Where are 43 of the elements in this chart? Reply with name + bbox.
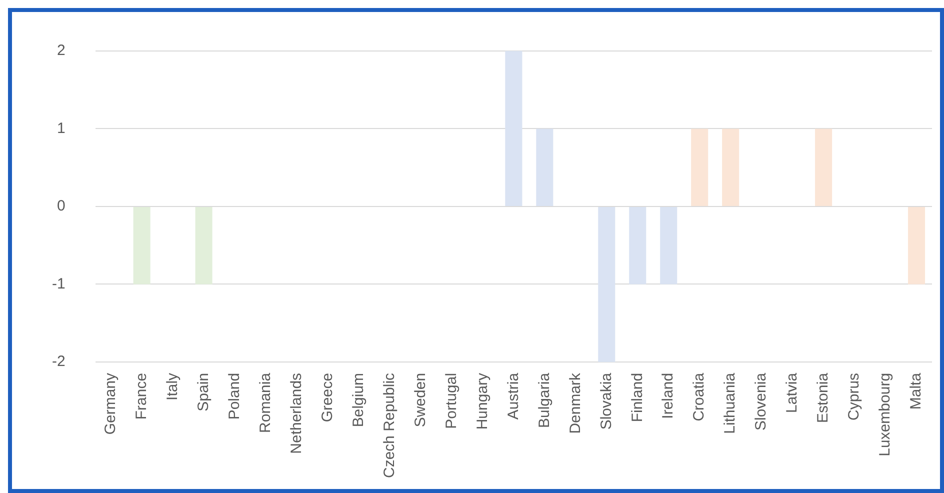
x-tick-label: Austria [504,372,522,420]
x-tick-label: Portugal [442,372,460,429]
x-tick-label: Sweden [412,372,429,428]
x-tick-label: Finland [628,372,646,422]
x-tick-label: Luxembourg [876,372,894,456]
y-tick-label: 1 [56,120,66,137]
x-tick-label: Malta [908,372,925,410]
y-tick-label: 0 [56,198,66,215]
x-tick-label: Czech Republic [380,372,398,478]
x-tick-label: Greece [318,372,336,422]
bar [195,206,212,284]
bar [536,128,554,206]
x-tick-label: Croatia [690,372,708,422]
x-tick-label: Germany [102,372,119,435]
x-tick-label: Belgium [350,372,367,428]
bar [908,206,926,284]
x-tick-label: Romania [256,372,274,433]
x-tick-label: Hungary [474,372,491,430]
x-tick-label: Slovakia [598,372,615,430]
x-tick-label: Ireland [660,372,677,419]
x-tick-label: Poland [226,372,243,420]
x-tick-label: Spain [194,372,212,412]
x-tick-label: Latvia [784,372,801,413]
bar [598,206,616,362]
bar [722,128,740,206]
bar [815,128,832,206]
y-tick-label: -1 [52,275,66,292]
y-tick-label: -2 [52,353,66,370]
bar [629,206,646,284]
x-tick-label: Italy [164,372,181,400]
x-tick-label: Cyprus [846,372,863,420]
x-tick-label: Denmark [566,372,584,434]
x-tick-label: Estonia [814,372,832,423]
bar [691,128,708,206]
x-tick-label: France [132,372,150,420]
bar [660,206,678,284]
bar [133,206,150,284]
x-tick-label: Lithuania [722,372,739,434]
bar [505,51,522,206]
x-tick-label: Netherlands [288,372,305,454]
y-tick-label: 2 [56,42,66,60]
x-tick-label: Slovenia [752,372,770,430]
x-tick-label: Bulgaria [536,372,553,428]
